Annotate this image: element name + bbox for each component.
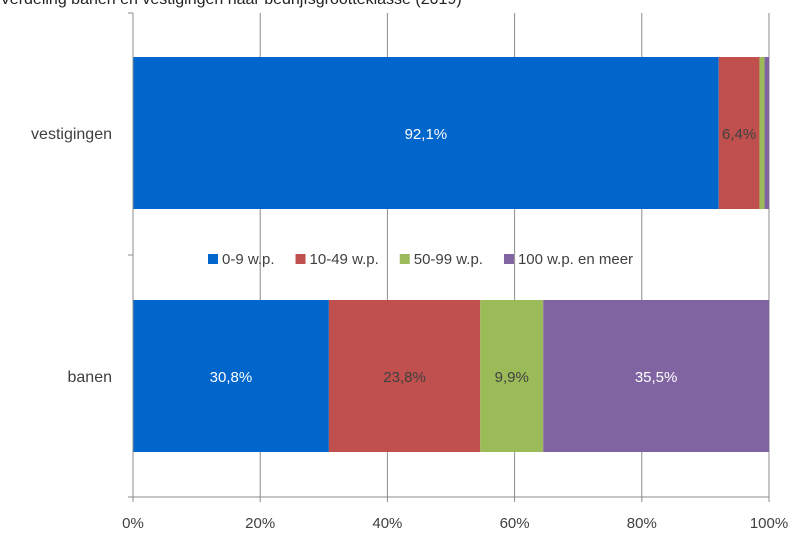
legend-label: 50-99 w.p. [414, 251, 483, 268]
bar-vestigingen-10-49-w-p [718, 57, 760, 209]
legend-swatch [399, 254, 410, 264]
data-label: 6,4% [722, 126, 756, 143]
x-tick-label: 40% [372, 515, 402, 532]
axes: 0% 20% 40% 60% 80% 100% vestigingen banen [31, 12, 788, 532]
data-label: 23,8% [383, 369, 426, 386]
legend-label: 0-9 w.p. [222, 251, 275, 268]
bar-banen-100-w-p-en-meer [543, 300, 769, 452]
bar-banen-10-49-w-p [328, 300, 481, 452]
legend-swatch [208, 254, 218, 264]
x-tick-label: 60% [500, 515, 530, 532]
legend-swatch [503, 254, 514, 264]
legend-swatch [295, 254, 306, 264]
x-tick-label: 20% [245, 515, 275, 532]
data-label: 35,5% [635, 369, 678, 386]
x-tick-label: 0% [122, 515, 144, 532]
bar-vestigingen-50-99-w-p [759, 57, 765, 209]
bar-vestigingen-0-9-w-p [133, 57, 719, 209]
legend-label: 100 w.p. en meer [518, 251, 633, 268]
legend-label: 10-49 w.p. [310, 251, 379, 268]
data-label: 92,1% [405, 126, 448, 143]
bar-banen-50-99-w-p [480, 300, 544, 452]
bar-vestigingen-100-w-p-en-meer [764, 57, 769, 209]
data-label: 30,8% [210, 369, 253, 386]
data-label: 9,9% [495, 369, 529, 386]
bar-segments [133, 57, 769, 452]
x-tick-label: 80% [627, 515, 657, 532]
category-label-vestigingen: vestigingen [31, 126, 112, 143]
x-tick-label: 100% [750, 515, 788, 532]
legend: 0-9 w.p. 10-49 w.p. 50-99 w.p. 100 w.p. en … [208, 251, 633, 268]
chart-title: Verdeling banen en vestigingen naar bedr… [0, 0, 462, 9]
data-labels: 92,1% 6,4% 30,8% 23,8% 9,9% 35,5% [210, 126, 757, 386]
bar-banen-0-9-w-p [133, 300, 329, 452]
category-label-banen: banen [68, 369, 113, 386]
